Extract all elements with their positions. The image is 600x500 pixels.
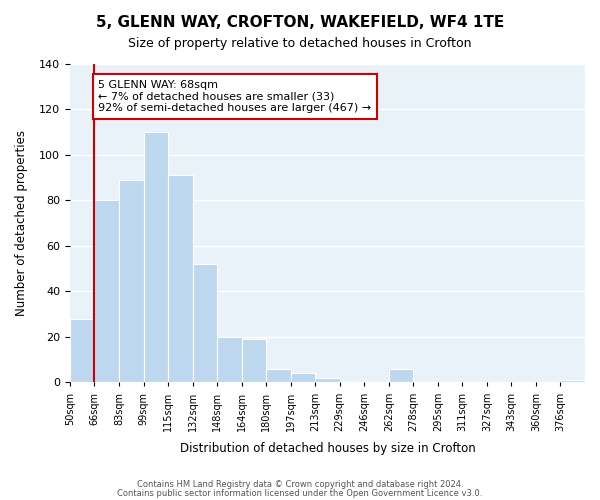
Bar xyxy=(168,176,193,382)
Bar xyxy=(217,337,242,382)
Text: Contains public sector information licensed under the Open Government Licence v3: Contains public sector information licen… xyxy=(118,488,482,498)
Text: Size of property relative to detached houses in Crofton: Size of property relative to detached ho… xyxy=(128,38,472,51)
Bar xyxy=(193,264,217,382)
Bar xyxy=(315,378,340,382)
Text: 5 GLENN WAY: 68sqm
← 7% of detached houses are smaller (33)
92% of semi-detached: 5 GLENN WAY: 68sqm ← 7% of detached hous… xyxy=(98,80,371,113)
Bar xyxy=(119,180,143,382)
Bar xyxy=(290,374,315,382)
X-axis label: Distribution of detached houses by size in Crofton: Distribution of detached houses by size … xyxy=(179,442,475,455)
Bar xyxy=(94,200,119,382)
Text: 5, GLENN WAY, CROFTON, WAKEFIELD, WF4 1TE: 5, GLENN WAY, CROFTON, WAKEFIELD, WF4 1T… xyxy=(96,15,504,30)
Text: Contains HM Land Registry data © Crown copyright and database right 2024.: Contains HM Land Registry data © Crown c… xyxy=(137,480,463,489)
Bar xyxy=(242,340,266,382)
Bar xyxy=(143,132,168,382)
Y-axis label: Number of detached properties: Number of detached properties xyxy=(15,130,28,316)
Bar xyxy=(560,380,585,382)
Bar xyxy=(389,369,413,382)
Bar xyxy=(266,369,290,382)
Bar xyxy=(70,319,94,382)
